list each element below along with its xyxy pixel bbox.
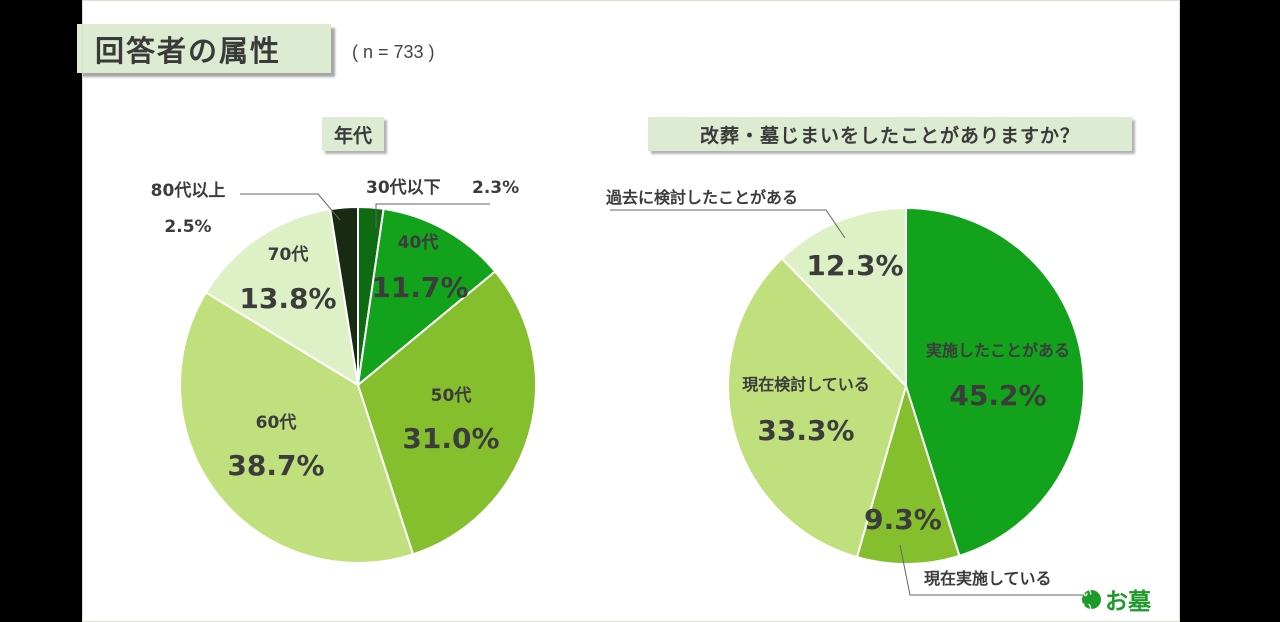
age-label-40s: 40代 bbox=[398, 232, 439, 253]
reburial-pie-slice-2 bbox=[726, 257, 908, 559]
age-chart-title: 年代 bbox=[322, 117, 384, 151]
age-label-70s: 70代 bbox=[268, 244, 309, 265]
age-pie-slice-5 bbox=[329, 205, 359, 386]
reb-label-done: 実施したことがある bbox=[926, 341, 1070, 360]
reburial-pie-slice-1 bbox=[855, 382, 961, 565]
age-pie-slice-1 bbox=[356, 207, 497, 388]
reb-label-considering: 現在検討している bbox=[742, 375, 870, 394]
brand-logo: いい お墓 bbox=[1082, 585, 1151, 615]
age-value-60s: 38.7% bbox=[227, 449, 324, 482]
age-value-under30: 2.3% bbox=[472, 178, 519, 198]
age-pie-slice-2 bbox=[356, 270, 537, 556]
age-leader-80plus bbox=[240, 193, 341, 221]
age-pie-slice-4 bbox=[204, 208, 360, 387]
age-value-70s: 13.8% bbox=[239, 282, 336, 315]
reb-value-done: 45.2% bbox=[949, 379, 1046, 412]
age-pie-slice-3 bbox=[179, 291, 415, 565]
age-label-80plus: 80代以上 bbox=[151, 180, 226, 201]
age-label-60s: 60代 bbox=[256, 412, 297, 433]
reburial-chart-title: 改葬・墓じまいをしたことがありますか？ bbox=[648, 117, 1132, 151]
logo-text: お墓 bbox=[1105, 589, 1151, 615]
age-value-50s: 31.0% bbox=[402, 422, 499, 455]
sample-size-label: ( n = 733 ) bbox=[352, 42, 435, 62]
page-title: 回答者の属性 bbox=[77, 24, 331, 73]
reb-leader-past bbox=[610, 209, 846, 239]
age-leader-under30 bbox=[375, 203, 490, 228]
reb-value-past: 12.3% bbox=[806, 249, 903, 282]
age-value-40s: 11.7% bbox=[371, 271, 468, 304]
reb-value-doing: 9.3% bbox=[864, 503, 942, 536]
age-label-under30: 30代以下 bbox=[366, 177, 441, 198]
logo-mark-icon: いい bbox=[1082, 588, 1101, 614]
age-label-50s: 50代 bbox=[431, 385, 472, 406]
reb-label-doing: 現在実施している bbox=[924, 569, 1052, 588]
reb-leader-doing bbox=[899, 544, 1092, 596]
reb-label-past: 過去に検討したことがある bbox=[605, 188, 798, 207]
age-value-80plus: 2.5% bbox=[164, 217, 211, 237]
reburial-pie-slice-3 bbox=[780, 206, 907, 389]
reburial-pie-slice-0 bbox=[905, 206, 1085, 558]
reb-value-considering: 33.3% bbox=[757, 414, 854, 447]
